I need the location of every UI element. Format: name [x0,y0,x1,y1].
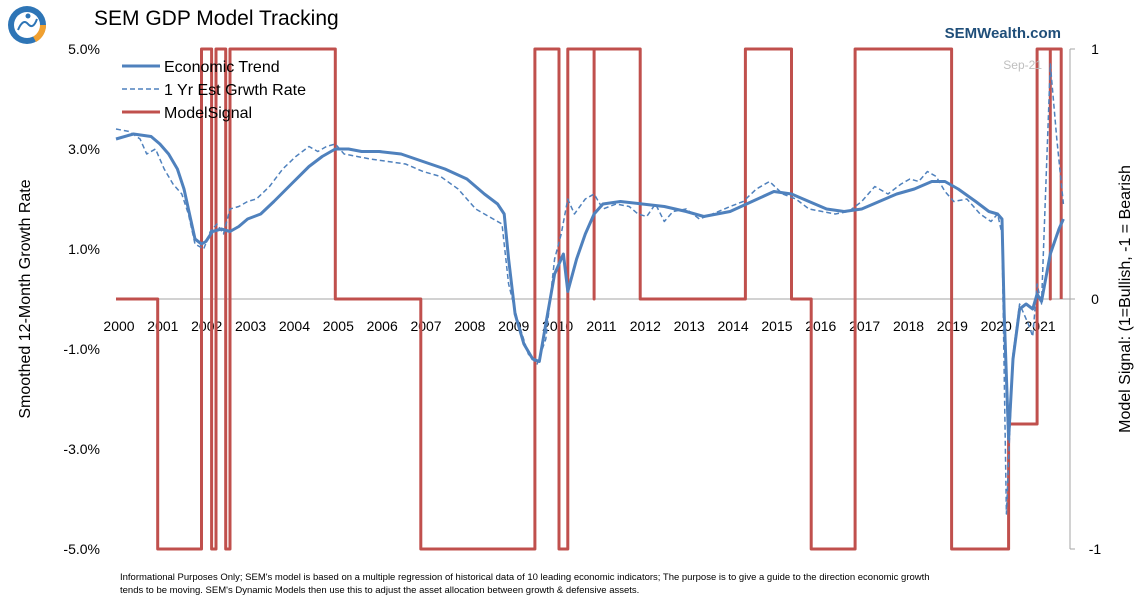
chart-title: SEM GDP Model Tracking [94,7,339,30]
x-tick-label: 2002 [191,318,222,334]
y-axis-label: Smoothed 12-Month Growth Rate [17,179,34,418]
x-tick-label: 2000 [103,318,134,334]
x-tick-label: 2014 [717,318,748,334]
x-tick-label: 2003 [235,318,266,334]
y2-tick-label: 1 [1091,41,1099,57]
x-tick-label: 2007 [410,318,441,334]
y-tick-label: 5.0% [68,41,100,57]
x-tick-label: 2021 [1025,318,1056,334]
x-tick-label: 2004 [279,318,310,334]
x-tick-label: 2012 [630,318,661,334]
date-label: Sep-21 [1003,58,1042,72]
series-line-economic-trend [115,132,1065,441]
y2-tick-label: 0 [1091,291,1099,307]
brand-label: SEMWealth.com [945,25,1061,42]
series-line-est-growth [115,63,1065,515]
y-tick-label: 3.0% [68,141,100,157]
x-tick-label: 2009 [498,318,529,334]
legend-label-trend: Economic Trend [164,59,280,76]
x-tick-label: 2005 [323,318,354,334]
x-tick-label: 2016 [805,318,836,334]
y-tick-label: 1.0% [68,241,100,257]
x-axis-ticks: 2000 2001 2002 2003 2004 2005 2006 2007 2008 2009… [103,318,1055,334]
y2-tick-label: -1 [1089,541,1102,557]
right-axis-ticks: 1 0 -1 [1070,41,1101,557]
x-tick-label: 2018 [893,318,924,334]
series-line-model-signal [116,47,1063,551]
y-tick-label: -5.0% [63,541,100,557]
x-tick-label: 2013 [674,318,705,334]
footnote-line-2: tends to be moving. SEM's Dynamic Models… [120,585,639,596]
left-axis-ticks: 5.0% 3.0% 1.0% -1.0% -3.0% -5.0% [63,41,100,557]
series-layer [115,47,1065,551]
x-tick-label: 2008 [454,318,485,334]
y2-axis-label: Model Signal: (1=Bullish, -1 = Bearish [1117,165,1134,433]
x-tick-label: 2020 [981,318,1012,334]
legend-label-signal: ModelSignal [164,105,252,122]
x-tick-label: 2017 [849,318,880,334]
x-tick-label: 2006 [367,318,398,334]
x-tick-label: 2001 [147,318,178,334]
x-tick-label: 2015 [761,318,792,334]
sem-logo-icon [8,6,47,44]
legend-label-estimate: 1 Yr Est Grwth Rate [164,82,306,99]
footnote-line-1: Informational Purposes Only; SEM's model… [120,572,930,583]
x-tick-label: 2011 [586,318,616,334]
y-tick-label: -1.0% [63,341,100,357]
y-tick-label: -3.0% [63,441,100,457]
legend: Economic Trend 1 Yr Est Grwth Rate Model… [122,59,306,122]
